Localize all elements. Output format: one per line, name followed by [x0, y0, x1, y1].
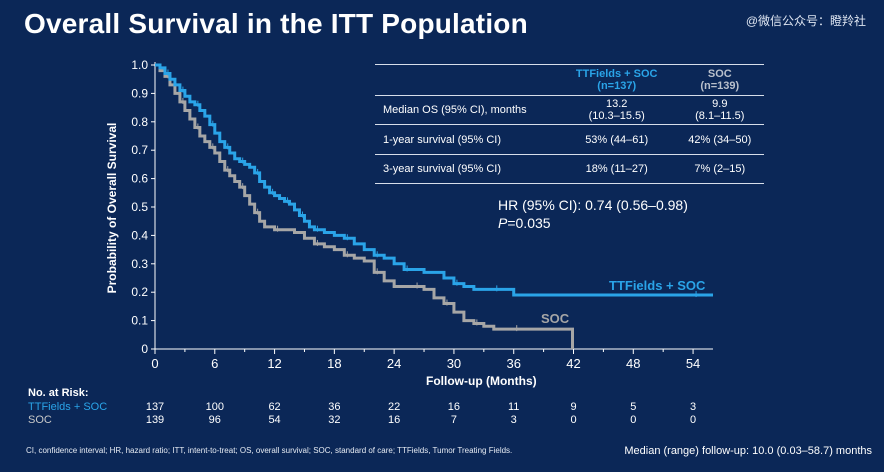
- x-tick-label: 18: [327, 356, 341, 371]
- stats-row-1yr: 1-year survival (95% CI) 53% (44–61) 42%…: [375, 125, 764, 155]
- x-tick-label: 24: [387, 356, 401, 371]
- at-risk-count-soc: 0: [570, 414, 577, 426]
- p-value-number: =0.035: [507, 215, 551, 231]
- y-tick-label: 1.0: [131, 58, 148, 72]
- soc-survival-curve: [155, 63, 575, 349]
- stats-value: 9.9 (8.1–11.5): [695, 98, 745, 122]
- stats-value: 13.2 (10.3–15.5): [588, 98, 645, 122]
- stats-label: 1-year survival (95% CI): [383, 133, 501, 146]
- stats-value: 53% (44–61): [585, 133, 649, 146]
- at-risk-count-ttfields: 11: [507, 401, 520, 413]
- stats-value: 42% (34–50): [688, 133, 752, 146]
- stats-row-median: Median OS (95% CI), months 13.2 (10.3–15…: [375, 96, 764, 125]
- y-tick-label: 0.5: [131, 200, 148, 214]
- footnote: CI, confidence interval; HR, hazard rati…: [26, 446, 513, 455]
- at-risk-count-soc: 139: [145, 414, 165, 426]
- at-risk-count-ttfields: 9: [570, 401, 577, 413]
- at-risk-count-soc: 16: [388, 414, 401, 426]
- ttfields-survival-curve: [155, 63, 713, 297]
- at-risk-count-ttfields: 3: [690, 401, 697, 413]
- y-tick-label: 0.1: [131, 314, 148, 328]
- at-risk-count-ttfields: 16: [447, 401, 461, 413]
- stats-row-3yr: 3-year survival (95% CI) 18% (11–27) 7% …: [375, 155, 764, 184]
- x-tick-label: 48: [626, 356, 640, 371]
- stats-label: Median OS (95% CI), months: [383, 104, 527, 116]
- y-axis-label: Probability of Overall Survival: [105, 122, 119, 294]
- x-tick-label: 30: [447, 356, 461, 371]
- stats-table: TTFields + SOC (n=137) SOC (n=139) Media…: [375, 64, 764, 184]
- at-risk-label-ttfields: TTFields + SOC: [28, 401, 108, 413]
- at-risk-count-ttfields: 5: [630, 401, 637, 413]
- x-tick-label: 36: [506, 356, 520, 371]
- hr-text: HR (95% CI): 0.74 (0.56–0.98): [498, 197, 688, 213]
- page-title: Overall Survival in the ITT Population: [24, 8, 528, 39]
- at-risk-count-soc: 96: [208, 414, 221, 426]
- x-tick-label: 6: [211, 356, 218, 371]
- at-risk-count-soc: 0: [690, 414, 697, 426]
- at-risk-count-soc: 3: [510, 414, 517, 426]
- p-value: P=0.035: [498, 214, 688, 232]
- at-risk-count-soc: 7: [450, 414, 457, 426]
- hazard-ratio-annotation: HR (95% CI): 0.74 (0.56–0.98) P=0.035: [498, 196, 688, 232]
- y-tick-label: 0.2: [131, 285, 148, 299]
- at-risk-count-ttfields: 62: [268, 401, 281, 413]
- stats-value: 18% (11–27): [585, 163, 648, 175]
- x-tick-label: 12: [267, 356, 281, 371]
- series-label-soc: SOC: [541, 311, 570, 326]
- p-label: P: [498, 215, 508, 231]
- x-tick-label: 0: [151, 356, 158, 371]
- stats-header: TTFields + SOC (n=137) SOC (n=139): [375, 64, 764, 96]
- y-tick-label: 0.9: [131, 86, 148, 100]
- stats-value: 7% (2–15): [694, 163, 746, 175]
- stats-header-ttfields: TTFields + SOC (n=137): [575, 68, 658, 92]
- x-tick-label: 54: [686, 356, 700, 371]
- y-tick-label: 0: [141, 342, 148, 356]
- series-label-ttfields: TTFields + SOC: [609, 278, 706, 293]
- stats-label: 3-year survival (95% CI): [383, 163, 501, 175]
- y-tick-label: 0.3: [131, 257, 148, 271]
- at-risk-count-ttfields: 100: [205, 401, 224, 413]
- at-risk-title: No. at Risk:: [28, 387, 89, 399]
- y-tick-label: 0.4: [131, 228, 148, 242]
- at-risk-count-soc: 0: [630, 414, 637, 426]
- x-axis-label: Follow-up (Months): [426, 374, 537, 388]
- at-risk-count-ttfields: 22: [388, 401, 401, 413]
- y-tick-label: 0.7: [131, 143, 148, 157]
- y-tick-label: 0.6: [131, 172, 148, 186]
- at-risk-count-soc: 32: [328, 414, 341, 426]
- followup-note: Median (range) follow-up: 10.0 (0.03–58.…: [624, 445, 872, 457]
- at-risk-label-soc: SOC: [28, 414, 52, 426]
- at-risk-count-ttfields: 36: [328, 401, 341, 413]
- at-risk-count-soc: 54: [268, 414, 281, 426]
- at-risk-count-ttfields: 137: [145, 401, 165, 413]
- stats-header-soc: SOC (n=139): [700, 68, 740, 92]
- x-tick-label: 42: [566, 356, 580, 371]
- y-tick-label: 0.8: [131, 115, 148, 129]
- watermark: @微信公众号：瞪羚社: [745, 14, 866, 28]
